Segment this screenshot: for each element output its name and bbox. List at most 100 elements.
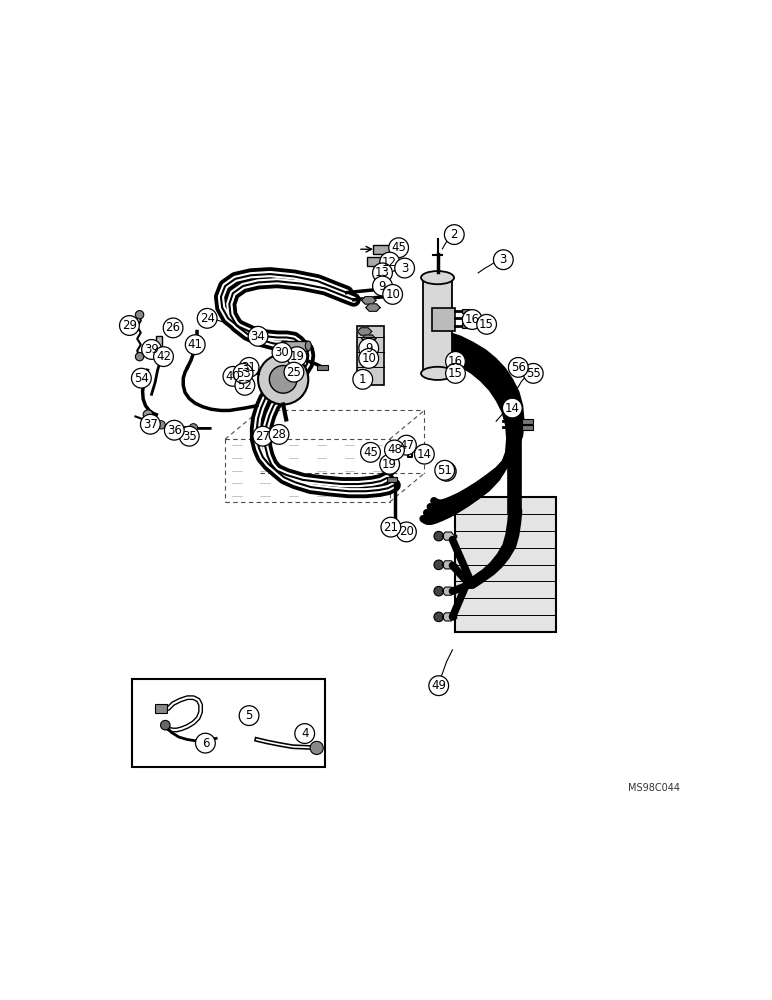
Circle shape <box>509 358 528 377</box>
Polygon shape <box>361 335 376 342</box>
Ellipse shape <box>305 341 311 351</box>
Text: 49: 49 <box>432 679 446 692</box>
Polygon shape <box>357 328 372 335</box>
Bar <box>522 425 533 430</box>
Text: 35: 35 <box>182 430 197 443</box>
Polygon shape <box>442 561 455 569</box>
Circle shape <box>434 531 444 541</box>
Text: 15: 15 <box>479 318 494 331</box>
Circle shape <box>359 349 378 368</box>
Text: 29: 29 <box>122 319 137 332</box>
Text: 30: 30 <box>275 346 290 359</box>
Circle shape <box>380 252 400 272</box>
Circle shape <box>198 308 217 328</box>
Circle shape <box>429 676 449 696</box>
Circle shape <box>310 741 323 754</box>
Circle shape <box>383 285 402 304</box>
Text: 5: 5 <box>245 709 252 722</box>
Circle shape <box>179 426 199 446</box>
Text: 26: 26 <box>165 321 181 334</box>
Text: 19: 19 <box>290 350 304 363</box>
Circle shape <box>164 420 185 440</box>
Text: 48: 48 <box>387 443 402 456</box>
Text: 39: 39 <box>144 343 159 356</box>
Bar <box>183 737 192 742</box>
Circle shape <box>445 225 464 244</box>
Text: 25: 25 <box>286 366 301 379</box>
Circle shape <box>269 425 289 444</box>
Text: 55: 55 <box>526 367 540 380</box>
Text: 10: 10 <box>385 288 400 301</box>
Text: 47: 47 <box>399 439 414 452</box>
Text: 14: 14 <box>417 448 432 461</box>
Circle shape <box>287 347 306 366</box>
Circle shape <box>435 460 455 480</box>
Text: 1: 1 <box>359 373 367 386</box>
Text: 12: 12 <box>382 256 397 269</box>
Text: 52: 52 <box>238 379 252 392</box>
Bar <box>462 309 470 313</box>
Text: 9: 9 <box>365 342 372 355</box>
Circle shape <box>445 352 466 371</box>
Bar <box>156 336 162 360</box>
Bar <box>283 341 308 351</box>
Bar <box>373 245 401 254</box>
Circle shape <box>477 314 496 334</box>
Text: 2: 2 <box>451 228 458 241</box>
Polygon shape <box>361 297 376 304</box>
Circle shape <box>397 435 416 455</box>
Text: 51: 51 <box>437 464 452 477</box>
Text: 3: 3 <box>401 262 408 275</box>
Bar <box>387 477 398 482</box>
Circle shape <box>223 366 242 386</box>
Circle shape <box>269 366 297 393</box>
Bar <box>392 527 404 533</box>
Polygon shape <box>442 587 455 595</box>
Bar <box>357 326 384 385</box>
Text: 10: 10 <box>361 352 376 365</box>
Bar <box>133 679 325 767</box>
Circle shape <box>284 362 304 382</box>
Circle shape <box>523 364 543 383</box>
Text: 36: 36 <box>167 424 181 437</box>
Circle shape <box>195 733 215 753</box>
Bar <box>432 308 455 331</box>
Bar <box>386 523 398 529</box>
Bar <box>462 316 470 320</box>
Circle shape <box>434 586 444 596</box>
Circle shape <box>143 410 153 419</box>
Bar <box>258 432 268 437</box>
Circle shape <box>353 369 373 389</box>
Text: 27: 27 <box>256 430 270 443</box>
Text: 34: 34 <box>251 330 266 343</box>
Polygon shape <box>442 613 455 621</box>
Text: 4: 4 <box>301 727 309 740</box>
Text: 54: 54 <box>134 372 149 385</box>
Circle shape <box>503 398 522 418</box>
Circle shape <box>131 368 151 388</box>
Bar <box>274 434 284 439</box>
Text: 21: 21 <box>384 521 398 534</box>
Circle shape <box>189 424 198 432</box>
Ellipse shape <box>421 271 454 284</box>
Text: 6: 6 <box>201 737 209 750</box>
Circle shape <box>258 354 308 404</box>
Polygon shape <box>442 532 455 540</box>
Bar <box>212 736 220 740</box>
Text: 31: 31 <box>242 361 256 374</box>
Circle shape <box>373 263 392 283</box>
Text: 41: 41 <box>188 338 203 351</box>
Circle shape <box>361 442 381 462</box>
Circle shape <box>381 517 401 537</box>
Text: 37: 37 <box>143 418 157 431</box>
Circle shape <box>253 426 273 446</box>
Text: 24: 24 <box>200 312 215 325</box>
Circle shape <box>157 421 165 429</box>
Ellipse shape <box>280 341 286 351</box>
Text: 16: 16 <box>465 313 479 326</box>
Circle shape <box>185 335 205 355</box>
Text: 14: 14 <box>505 402 520 415</box>
Circle shape <box>272 343 292 362</box>
Circle shape <box>445 364 466 383</box>
Circle shape <box>415 444 434 464</box>
